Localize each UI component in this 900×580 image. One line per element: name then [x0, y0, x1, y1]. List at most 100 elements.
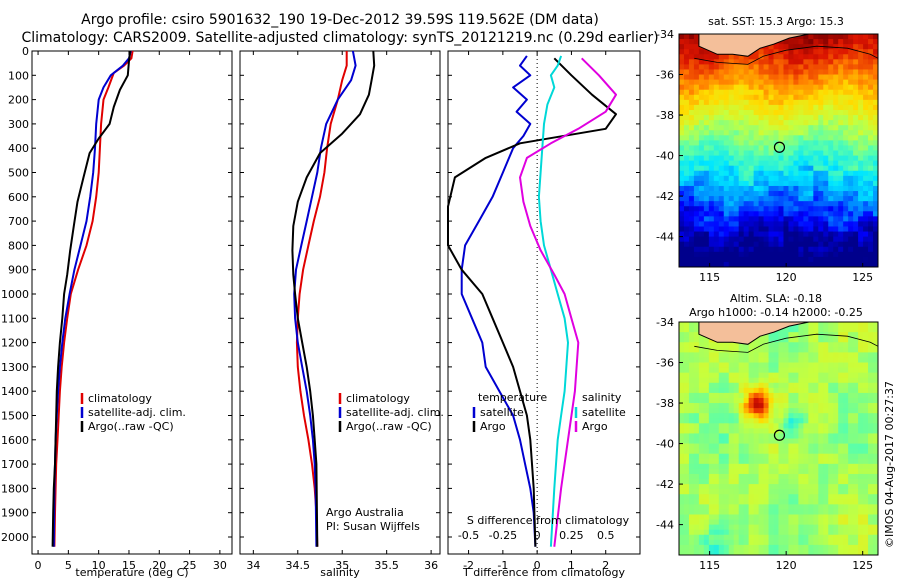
map-cell — [693, 99, 700, 106]
map-cell — [798, 206, 804, 212]
map-cell — [713, 185, 720, 192]
map-cell — [743, 418, 750, 424]
map-cell — [813, 130, 819, 136]
map-cell — [853, 64, 859, 70]
map-cell — [738, 529, 745, 536]
map-cell — [679, 337, 685, 343]
map-cell — [773, 130, 779, 136]
map-cell — [823, 145, 829, 151]
map-cell — [798, 135, 804, 141]
map-cell — [733, 170, 740, 177]
map-cell — [833, 387, 839, 394]
map-cell — [708, 499, 715, 505]
series-argo — [51, 50, 132, 547]
map-cell — [738, 494, 745, 500]
map-cell — [768, 125, 774, 131]
map-cell — [688, 413, 695, 419]
map-cell — [718, 494, 725, 500]
map-cell — [723, 196, 730, 202]
map-cell — [818, 175, 824, 182]
map-cell — [683, 170, 690, 177]
map-cell — [873, 49, 879, 55]
map-cell — [813, 160, 819, 167]
map-cell — [793, 357, 799, 363]
map-cell — [838, 261, 844, 268]
map-cell — [863, 140, 869, 146]
map-cell — [848, 135, 854, 141]
map-cell — [858, 44, 864, 50]
map-cell — [838, 135, 844, 141]
map-cell — [803, 332, 809, 338]
x-tick-label: 36 — [424, 559, 438, 572]
map-cell — [803, 387, 809, 394]
map-cell — [833, 170, 839, 177]
map-cell — [728, 479, 735, 485]
map-cell — [808, 428, 814, 434]
map-cell — [723, 484, 730, 490]
map-cell — [683, 94, 690, 101]
map-cell — [813, 539, 819, 546]
map-cell — [828, 231, 834, 238]
map-cell — [783, 509, 789, 515]
map-cell — [793, 352, 799, 358]
map-cell — [688, 473, 695, 480]
map-cell — [778, 468, 784, 475]
map-cell — [798, 332, 804, 338]
map-cell — [848, 49, 854, 55]
map-cell — [833, 251, 839, 258]
map-cell — [773, 377, 779, 384]
map-cell — [688, 49, 695, 55]
map-cell — [733, 499, 740, 505]
map-cell — [848, 64, 854, 70]
map-cell — [778, 69, 784, 75]
map-cell — [828, 74, 834, 80]
map-cell — [763, 74, 769, 80]
map-cell — [798, 59, 804, 65]
map-cell — [833, 140, 839, 146]
map-cell — [698, 196, 705, 202]
map-cell — [873, 387, 879, 394]
map-cell — [688, 352, 695, 358]
map-cell — [833, 256, 839, 263]
map-cell — [723, 473, 730, 480]
map-cell — [698, 453, 705, 460]
map-cell — [778, 221, 784, 227]
map-cell — [683, 529, 690, 536]
map-cell — [773, 165, 779, 172]
y-tick-label: 1800 — [1, 482, 29, 495]
map-cell — [679, 140, 685, 146]
map-cell — [718, 196, 725, 202]
map-cell — [823, 216, 829, 222]
map-cell — [763, 180, 769, 187]
map-cell — [868, 473, 874, 480]
map-cell — [738, 473, 745, 480]
map-cell — [733, 261, 740, 268]
map-cell — [738, 377, 745, 384]
map-cell — [683, 150, 690, 156]
map-cell — [868, 74, 874, 80]
map-cell — [693, 382, 700, 389]
map-cell — [803, 135, 809, 141]
map-cell — [798, 347, 804, 353]
map-cell — [703, 170, 710, 177]
map-cell — [818, 180, 824, 187]
map-cell — [803, 327, 809, 333]
map-cell — [708, 392, 715, 399]
map-cell — [848, 236, 854, 243]
map-cell — [753, 499, 760, 505]
map-cell — [798, 175, 804, 182]
map-cell — [868, 79, 874, 86]
map-cell — [728, 89, 735, 96]
map-cell — [788, 150, 794, 156]
map-cell — [843, 34, 849, 40]
map-cell — [833, 443, 839, 450]
map-cell — [778, 109, 784, 116]
map-cell — [828, 49, 834, 55]
map-cell — [848, 180, 854, 187]
map-cell — [803, 372, 809, 379]
map-cell — [788, 392, 794, 399]
map-cell — [793, 135, 799, 141]
map-cell — [738, 423, 745, 429]
map-cell — [733, 529, 740, 536]
map-cell — [688, 322, 695, 328]
